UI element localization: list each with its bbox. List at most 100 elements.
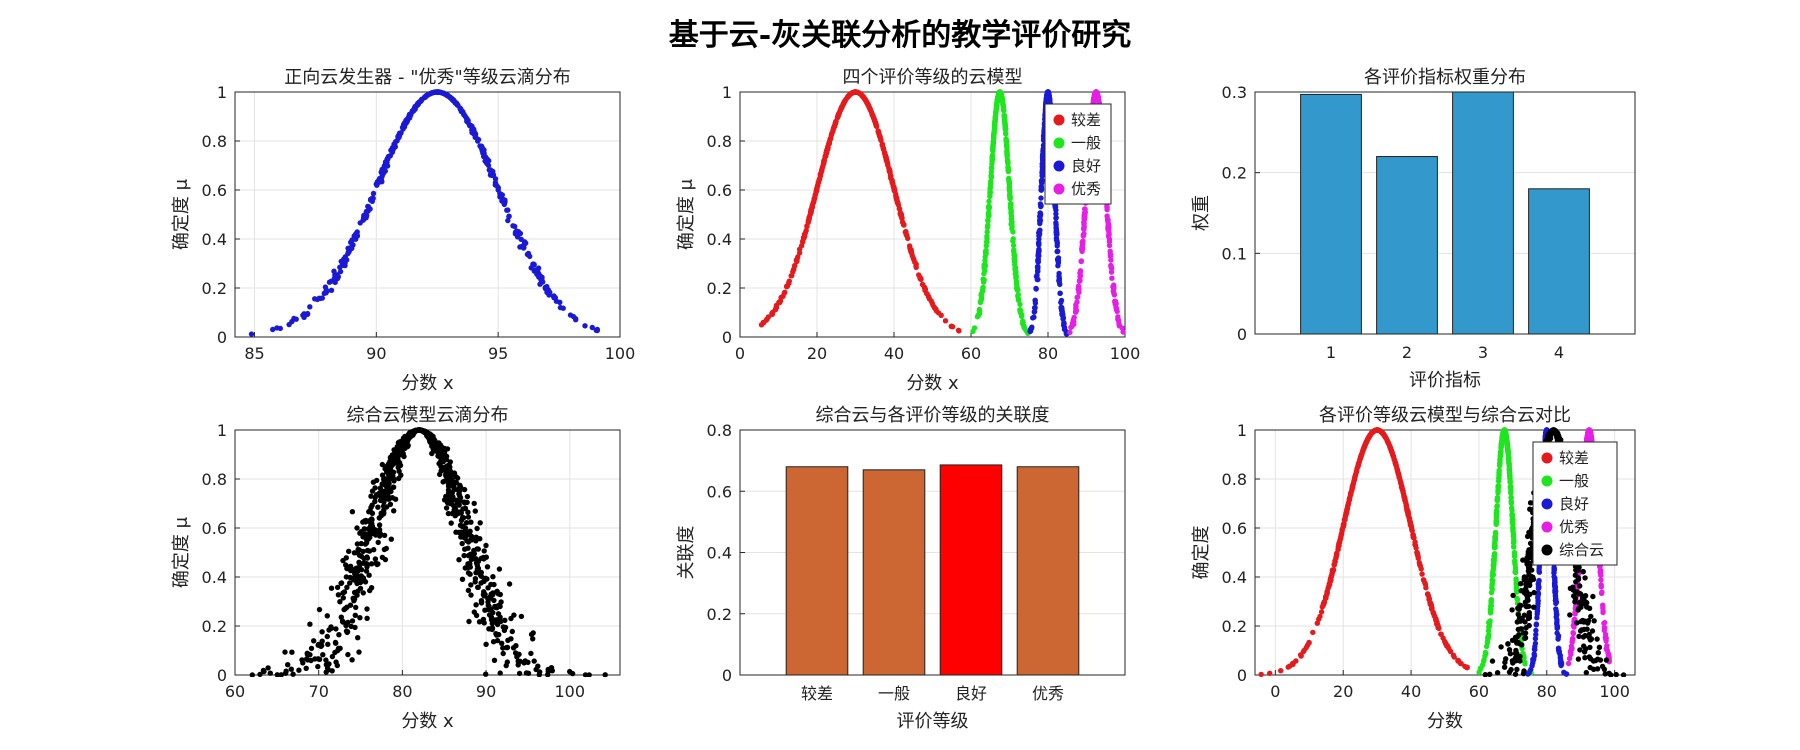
cloud-drop <box>1079 246 1086 252</box>
cloud-drop <box>1007 196 1013 202</box>
chart-p5: 00.20.40.60.8综合云与各评价等级的关联度评价等级关联度较差 一般 良好优… <box>676 405 1126 732</box>
y-tick-label: 0.3 <box>1222 83 1247 102</box>
cloud-drop <box>369 502 375 508</box>
cloud-drop <box>980 279 987 285</box>
cloud-drop <box>836 111 842 118</box>
y-tick-label: 1 <box>1237 421 1247 440</box>
cloud-drop <box>908 249 914 255</box>
cloud-drop <box>431 440 437 446</box>
cloud-drop <box>1081 226 1087 232</box>
cloud-drop <box>1338 531 1345 537</box>
cloud-drop <box>1482 649 1489 656</box>
cloud-drop <box>505 207 511 213</box>
cloud-drop <box>1355 463 1361 469</box>
x-tick-label: 60 <box>961 344 981 363</box>
cloud-drop <box>480 150 486 156</box>
cloud-drop <box>1529 663 1535 669</box>
x-axis-label: 分数 x <box>401 373 454 394</box>
cloud-drop <box>993 103 1000 109</box>
series-综合云 <box>249 427 608 677</box>
cloud-drop <box>361 216 367 222</box>
cloud-drop <box>1498 441 1505 448</box>
cloud-drop <box>1032 297 1038 303</box>
cloud-drop <box>545 287 551 293</box>
series-一般 <box>970 89 1031 337</box>
cloud-drop <box>368 561 375 567</box>
cloud-drops <box>248 89 600 337</box>
cloud-drop <box>274 325 280 331</box>
cloud-drop <box>1053 222 1059 228</box>
cloud-drop <box>991 126 998 132</box>
cloud-drop <box>1341 521 1347 527</box>
y-tick-label: 0.6 <box>202 519 227 538</box>
cloud-drop <box>248 331 255 337</box>
cloud-drop <box>1572 611 1578 617</box>
cloud-drop <box>1495 484 1501 490</box>
cloud-drop <box>311 638 317 644</box>
panel-title: 综合云模型云滴分布 <box>347 405 509 426</box>
cloud-drop <box>1552 579 1558 585</box>
cloud-drop <box>405 443 411 450</box>
cloud-drop <box>367 206 373 212</box>
cloud-drop <box>1060 311 1066 318</box>
cloud-drop <box>338 614 344 620</box>
cloud-drop <box>778 294 784 301</box>
cloud-drop <box>535 271 541 277</box>
y-tick-label: 0.8 <box>202 132 227 151</box>
legend-label: 较差 <box>1071 111 1101 129</box>
cloud-drop <box>981 270 987 277</box>
cloud-drop <box>485 606 492 613</box>
cloud-drop <box>445 510 452 517</box>
y-tick-label: 0 <box>1237 325 1247 344</box>
cloud-drop <box>1111 290 1117 296</box>
cloud-drop <box>481 593 487 599</box>
cloud-drop <box>1533 621 1540 627</box>
cloud-drop <box>531 262 537 268</box>
cloud-drop <box>929 300 935 306</box>
cloud-drop <box>1505 455 1512 461</box>
cloud-drop <box>265 665 271 671</box>
cloud-drop <box>384 163 391 169</box>
x-tick-label: 20 <box>807 344 827 363</box>
y-tick-label: 0 <box>1237 666 1247 685</box>
cloud-drop <box>375 539 381 546</box>
cloud-drop <box>358 529 364 535</box>
cloud-drop <box>497 670 503 676</box>
y-axis-label: 确定度 μ <box>171 178 192 250</box>
cloud-drops <box>249 427 608 677</box>
cloud-drop <box>285 662 291 668</box>
cloud-drop <box>548 665 555 671</box>
x-tick-label: 良好 <box>955 684 987 703</box>
cloud-drop <box>486 626 492 632</box>
cloud-drop <box>394 444 400 450</box>
y-tick-label: 0.6 <box>707 482 732 501</box>
cloud-drop <box>1021 323 1027 329</box>
cloud-drop <box>1317 613 1323 620</box>
x-tick-label: 95 <box>488 344 508 363</box>
cloud-drop <box>473 612 480 619</box>
cloud-drop <box>803 227 809 234</box>
cloud-drop <box>1535 603 1541 609</box>
cloud-drop <box>368 493 374 499</box>
cloud-drop <box>1391 457 1398 463</box>
cloud-drop <box>933 308 940 314</box>
cloud-drop <box>324 288 330 294</box>
cloud-drop <box>517 230 524 237</box>
cloud-drop <box>331 268 337 274</box>
cloud-drop <box>1494 503 1501 509</box>
cloud-drop <box>1043 98 1049 105</box>
cloud-drop <box>1333 555 1339 561</box>
x-tick-label: 3 <box>1478 343 1488 362</box>
cloud-drop <box>993 109 999 115</box>
cloud-drop <box>538 277 544 283</box>
cloud-drop <box>289 649 295 655</box>
cloud-drop <box>1008 211 1014 217</box>
cloud-drop <box>1414 552 1421 558</box>
cloud-drop <box>1036 248 1042 254</box>
cloud-drop <box>397 462 403 469</box>
cloud-drop <box>984 229 990 235</box>
cloud-drop <box>1555 645 1562 651</box>
y-tick-label: 0.2 <box>707 279 732 298</box>
cloud-drop <box>447 459 453 465</box>
